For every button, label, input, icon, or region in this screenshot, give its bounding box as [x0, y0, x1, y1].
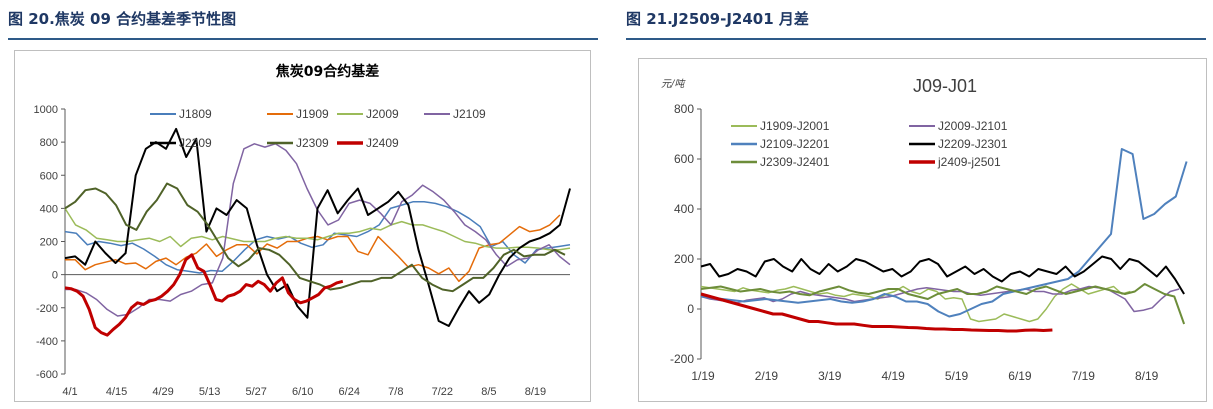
x-tick-label: 8/19: [1135, 369, 1159, 383]
series-line-j2309-j2401: [700, 283, 1186, 325]
legend-label: J1909: [296, 107, 329, 121]
x-tick-label: 6/10: [292, 386, 313, 398]
x-tick-label: 7/19: [1072, 369, 1096, 383]
legend-label: J2109-J2201: [760, 137, 830, 151]
x-tick-label: 8/19: [525, 386, 546, 398]
x-tick-label: 5/27: [245, 386, 266, 398]
y-tick-label: 0: [687, 302, 694, 316]
legend-label: J2409: [366, 136, 399, 150]
y-tick-label: 1000: [34, 104, 58, 116]
y-tick-label: 0: [52, 270, 58, 282]
x-tick-label: 4/19: [881, 369, 905, 383]
right-chart-frame: J09-J01 元/吨 -200 0 200 400 600 800 1/19 2/19 3/19 4…: [638, 58, 1207, 402]
chart-title: 焦炭09合约基差: [275, 63, 379, 80]
series-line-j2009: [64, 207, 571, 251]
left-panel-rule: [8, 38, 598, 40]
x-tick-label: 4/15: [106, 386, 127, 398]
x-tick-label: 5/19: [945, 369, 969, 383]
series-line-j2109: [65, 143, 571, 317]
y-tick-label: -400: [36, 336, 58, 348]
left-panel-header: 图 20.焦炭 09 合约基差季节性图: [8, 6, 598, 40]
right-panel-rule: [626, 38, 1206, 40]
left-panel-heading: 图 20.焦炭 09 合约基差季节性图: [8, 10, 237, 28]
legend-label: J2209: [179, 136, 212, 150]
x-tick-label: 6/19: [1008, 369, 1032, 383]
x-tick-label: 2/19: [755, 369, 779, 383]
x-tick-label: 4/1: [62, 386, 77, 398]
legend-label: j2409-j2501: [937, 155, 1001, 169]
legend-label: J2209-J2301: [938, 137, 1008, 151]
legend-label: J2009: [366, 107, 399, 121]
x-tick-label: 5/13: [199, 386, 220, 398]
legend-label: J2309: [296, 136, 329, 150]
legend-label: J2309-J2401: [760, 155, 830, 169]
y-tick-label: -600: [36, 369, 58, 381]
right-panel-heading: 图 21.J2509-J2401 月差: [626, 10, 809, 28]
series-line-j1909: [65, 214, 561, 283]
right-chart: J09-J01 元/吨 -200 0 200 400 600 800 1/19 2/19 3/19 4…: [661, 76, 1188, 383]
left-chart: 焦炭09合约基差 -600 -400 -200 0 200 400 600 800 1000 4/1…: [34, 63, 571, 398]
series-line-j2209: [64, 127, 571, 327]
y-tick-label: 800: [40, 137, 58, 149]
y-tick-label: -200: [670, 352, 694, 366]
x-tick-label: 7/22: [432, 386, 453, 398]
x-tick-label: 1/19: [691, 369, 715, 383]
y-tick-label: 400: [674, 202, 694, 216]
right-panel-header: 图 21.J2509-J2401 月差: [626, 6, 1206, 40]
y-tick-label: 600: [40, 170, 58, 182]
x-tick-label: 7/8: [388, 386, 403, 398]
legend-label: J2109: [453, 107, 486, 121]
left-chart-frame: 焦炭09合约基差 -600 -400 -200 0 200 400 600 800 1000 4/1…: [14, 50, 591, 402]
series-line-j2409-j2501: [700, 292, 1053, 333]
series-line-j2209-j2301: [700, 255, 1185, 295]
series-line-j2109-j2201: [700, 148, 1188, 318]
series-line-j2309: [64, 182, 566, 293]
legend-label: J2009-J2101: [938, 119, 1008, 133]
chart-title: J09-J01: [913, 76, 977, 96]
y-tick-label: 200: [674, 252, 694, 266]
y-tick-label: 200: [40, 237, 58, 249]
y-axis-unit: 元/吨: [661, 78, 686, 90]
y-tick-label: 800: [674, 102, 694, 116]
legend-label: J1909-J2001: [760, 119, 830, 133]
series-line-j2409: [64, 253, 344, 337]
y-tick-label: 400: [40, 203, 58, 215]
x-tick-label: 8/5: [481, 386, 496, 398]
y-tick-label: -200: [36, 303, 58, 315]
series-line-j1809: [64, 201, 571, 274]
x-tick-label: 3/19: [818, 369, 842, 383]
y-tick-label: 600: [674, 152, 694, 166]
legend-label: J1809: [179, 107, 212, 121]
x-tick-label: 6/24: [339, 386, 360, 398]
x-tick-label: 4/29: [152, 386, 173, 398]
